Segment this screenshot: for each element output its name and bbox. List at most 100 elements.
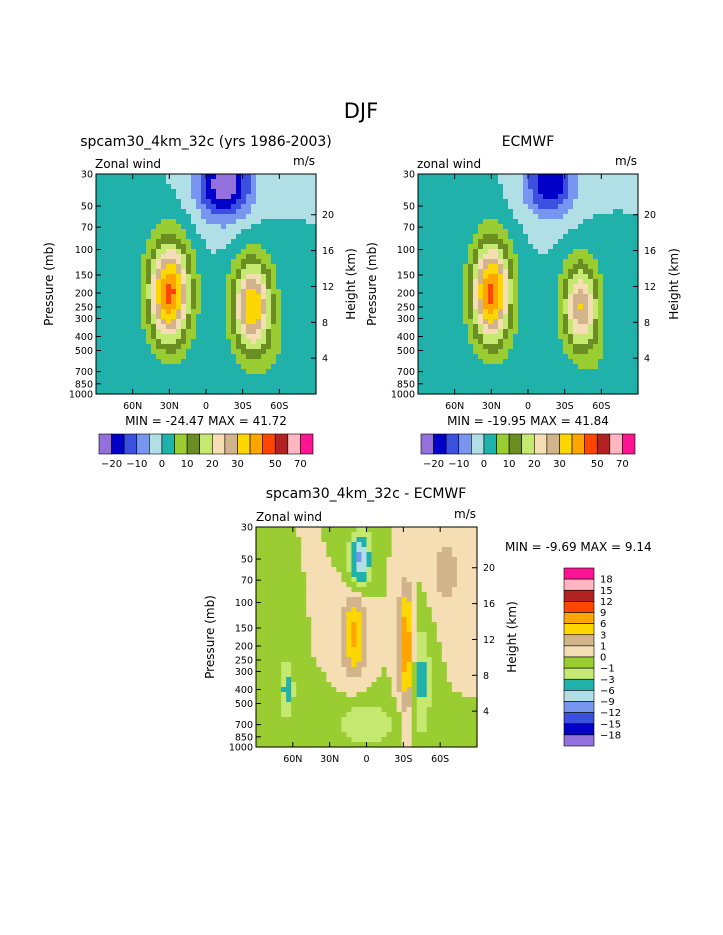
contour-cell [226, 244, 232, 250]
contour-cell [276, 597, 282, 603]
contour-cell [473, 304, 479, 310]
contour-cell [306, 612, 312, 618]
contour-cell [276, 557, 282, 563]
contour-cell [186, 174, 192, 180]
contour-cell [306, 552, 312, 558]
contour-cell [443, 229, 449, 235]
contour-cell [498, 224, 504, 230]
contour-cell [301, 204, 307, 210]
contour-cell [331, 557, 337, 563]
contour-cell [281, 179, 287, 185]
contour-cell [291, 597, 297, 603]
contour-cell [111, 329, 117, 335]
contour-cell [513, 244, 519, 250]
contour-cell [121, 279, 127, 285]
contour-cell [443, 389, 449, 395]
contour-cell [126, 304, 132, 310]
contour-cell [236, 379, 242, 385]
contour-cell [598, 334, 604, 340]
contour-cell [326, 582, 332, 588]
contour-cell [226, 374, 232, 380]
contour-cell [321, 527, 327, 533]
contour-cell [311, 314, 317, 320]
contour-cell [196, 244, 202, 250]
contour-cell [448, 184, 454, 190]
contour-cell [271, 702, 277, 708]
contour-cell [246, 294, 252, 300]
contour-cell [301, 687, 307, 693]
contour-cell [231, 329, 237, 335]
contour-cell [568, 354, 574, 360]
contour-cell [453, 309, 459, 315]
contour-cell [608, 319, 614, 325]
contour-cell [326, 642, 332, 648]
contour-cell [301, 557, 307, 563]
contour-cell [478, 374, 484, 380]
contour-cell [156, 369, 162, 375]
contour-cell [306, 214, 312, 220]
contour-cell [443, 294, 449, 300]
contour-cell [573, 329, 579, 335]
contour-cell [96, 374, 102, 380]
contour-cell [256, 334, 262, 340]
contour-cell [296, 329, 302, 335]
contour-cell [296, 269, 302, 275]
contour-cell [201, 179, 207, 185]
contour-cell [311, 607, 317, 613]
contour-cell [291, 304, 297, 310]
contour-cell [111, 184, 117, 190]
contour-cell [256, 622, 262, 628]
contour-cell [498, 384, 504, 390]
contour-cell [291, 184, 297, 190]
contour-cell [141, 174, 147, 180]
contour-cell [141, 279, 147, 285]
colorbar-swatch [287, 433, 301, 455]
contour-cell [156, 194, 162, 200]
contour-cell [311, 209, 317, 215]
contour-cell [241, 284, 247, 290]
contour-cell [608, 214, 614, 220]
contour-cell [331, 737, 337, 743]
contour-cell [251, 189, 257, 195]
contour-cell [171, 189, 177, 195]
contour-cell [156, 179, 162, 185]
contour-cell [433, 259, 439, 265]
contour-cell [618, 214, 624, 220]
contour-cell [271, 349, 277, 355]
contour-cell [166, 244, 172, 250]
contour-cell [191, 279, 197, 285]
contour-cell [633, 214, 639, 220]
contour-cell [438, 374, 444, 380]
contour-cell [558, 284, 564, 290]
contour-cell [533, 184, 539, 190]
contour-cell [191, 269, 197, 275]
contour-cell [156, 264, 162, 270]
contour-cell [186, 289, 192, 295]
contour-cell [356, 642, 363, 648]
contour-cell [336, 637, 342, 643]
contour-cell [141, 369, 147, 375]
contour-cell [488, 209, 494, 215]
contour-cell [156, 279, 162, 285]
contour-cell [498, 379, 504, 385]
contour-cell [251, 239, 257, 245]
contour-cell [488, 279, 494, 285]
contour-cell [633, 174, 639, 180]
contour-cell [478, 329, 484, 335]
contour-cell [588, 229, 594, 235]
contour-cell [236, 194, 242, 200]
contour-cell [306, 264, 312, 270]
contour-cell [633, 194, 639, 200]
contour-cell [176, 174, 182, 180]
contour-cell [101, 294, 107, 300]
contour-cell [236, 269, 242, 275]
contour-cell [633, 344, 639, 350]
contour-cell [518, 189, 524, 195]
contour-cell [493, 339, 499, 345]
contour-cell [226, 239, 232, 245]
contour-cell [583, 349, 589, 355]
contour-cell [543, 204, 549, 210]
contour-cell [256, 374, 262, 380]
contour-cell [111, 344, 117, 350]
contour-cell [286, 189, 292, 195]
